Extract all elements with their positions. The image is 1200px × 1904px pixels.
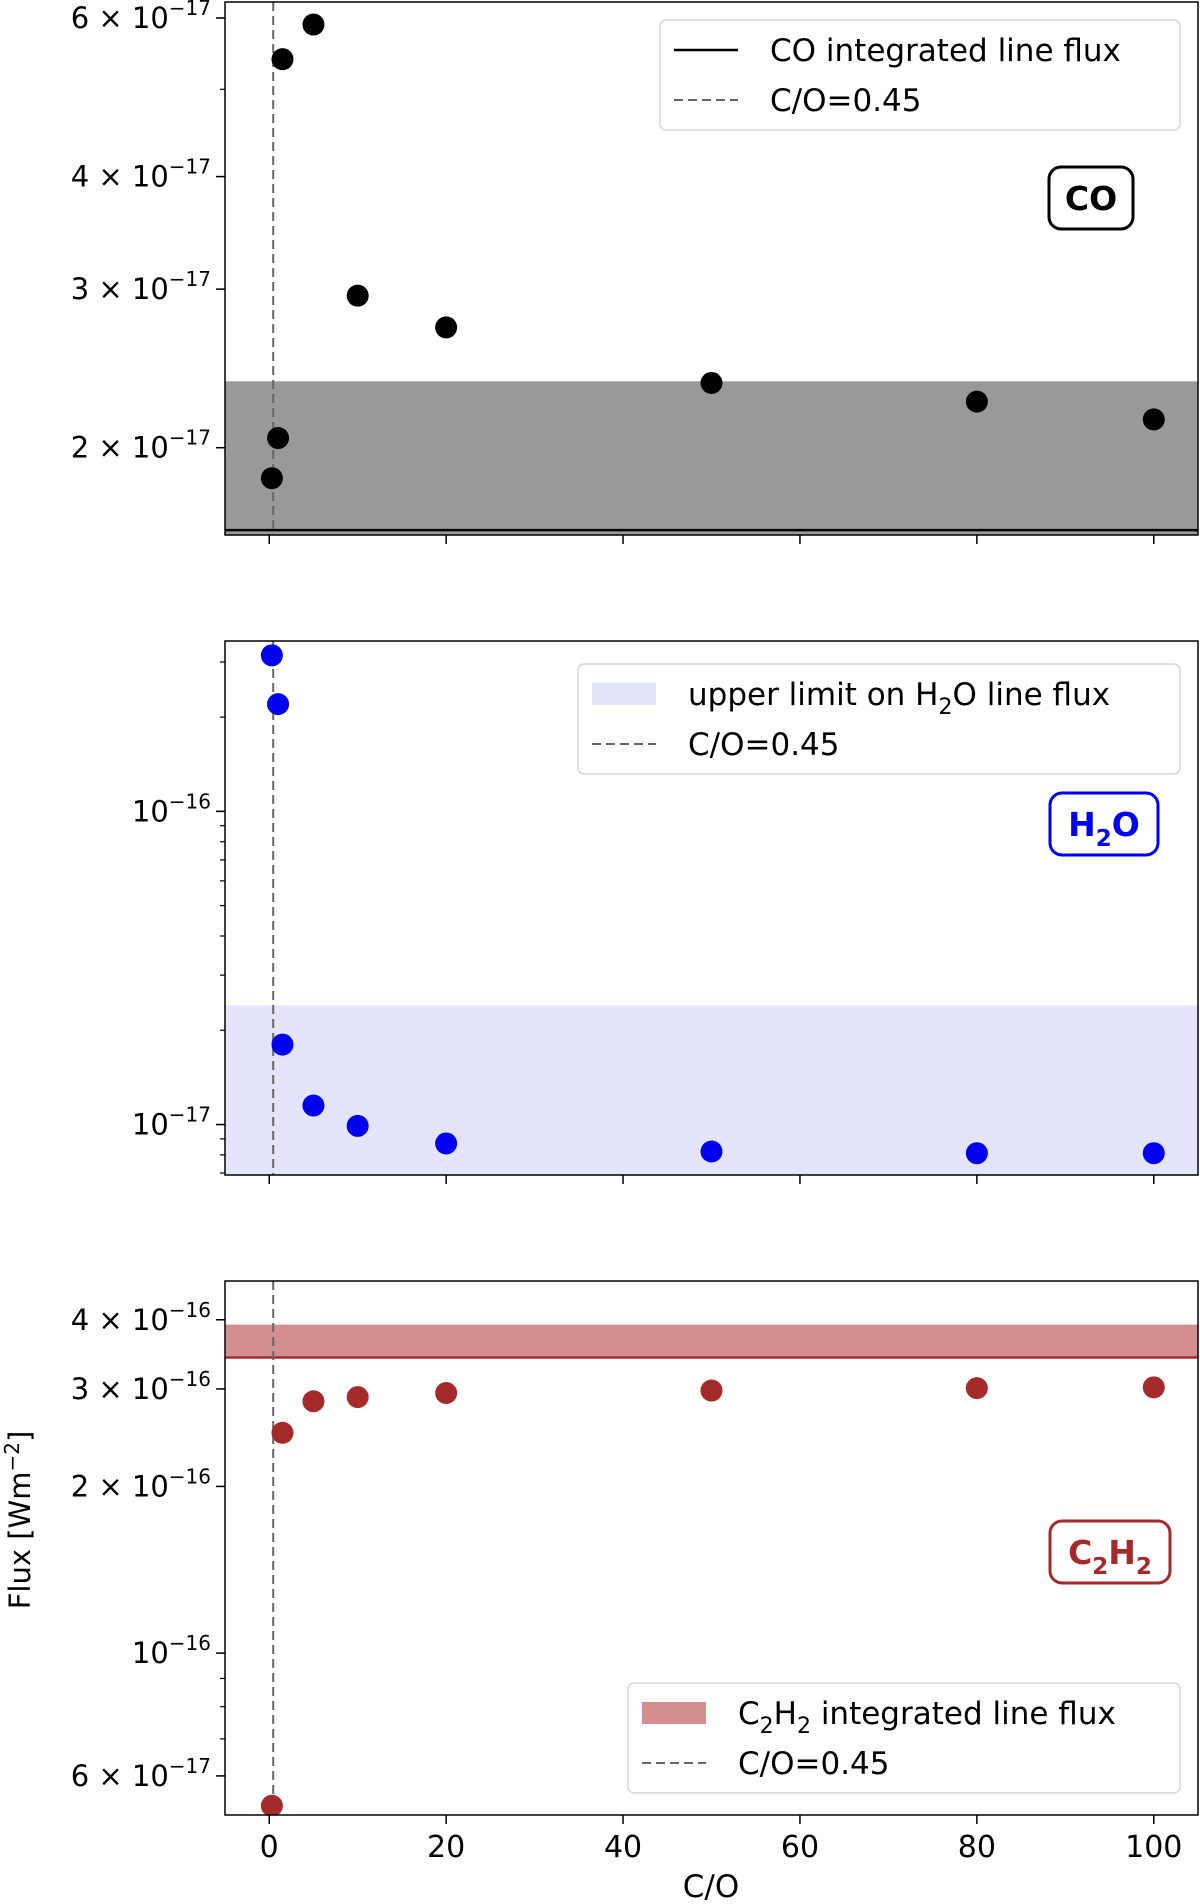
c2h2-data-point xyxy=(271,1421,294,1444)
h2o-data-point xyxy=(435,1132,458,1155)
c2h2-data-point xyxy=(700,1379,723,1402)
co-panel: 2 × 10−17 3 × 10−17 4 × 10−17 6 × 10−17 CO CO… xyxy=(71,0,1199,544)
h2o-legend-swatch-patch xyxy=(592,683,656,705)
c2h2-data-point xyxy=(1142,1376,1165,1399)
h2o-y-tick-label: 10−16 xyxy=(132,789,211,828)
y-axis-label: Flux [Wm−2] xyxy=(0,1431,37,1610)
co-data-point xyxy=(267,427,290,450)
y-axis-label-close: ] xyxy=(3,1431,37,1442)
x-axis-label: C/O xyxy=(683,1869,740,1904)
c2h2-y-tick-label: 6 × 10−17 xyxy=(71,1754,211,1793)
y-axis-label-main: Flux [Wm xyxy=(3,1472,37,1610)
c2h2-x-tick-label: 20 xyxy=(427,1830,465,1865)
c2h2-y-tick-label: 3 × 10−16 xyxy=(71,1367,211,1406)
c2h2-legend-label: C2H2 integrated line flux xyxy=(738,1696,1116,1739)
h2o-legend-label: upper limit on H2O line flux xyxy=(688,677,1110,720)
h2o-data-point xyxy=(700,1140,723,1163)
co-data-point xyxy=(302,13,325,36)
h2o-data-point xyxy=(267,693,290,716)
c2h2-data-point xyxy=(435,1381,458,1404)
c2h2-x-tick-label: 80 xyxy=(958,1830,996,1865)
co-legend: CO integrated line flux C/O=0.45 xyxy=(659,19,1181,131)
h2o-legend: upper limit on H2O line flux C/O=0.45 xyxy=(577,663,1181,775)
c2h2-y-tick-label: 10−16 xyxy=(132,1631,211,1670)
h2o-axes-frame xyxy=(224,640,1199,1176)
c2h2-species-badge: C2H2 xyxy=(1048,1519,1172,1585)
co-species-badge: CO xyxy=(1047,165,1135,231)
c2h2-data-point xyxy=(965,1377,988,1400)
c2h2-y-tick-label: 4 × 10−16 xyxy=(71,1298,211,1337)
c2h2-legend-label: C/O=0.45 xyxy=(738,1746,890,1782)
y-axis-label-exponent: −2 xyxy=(0,1442,24,1471)
c2h2-x-tick-label: 60 xyxy=(781,1830,819,1865)
c2h2-data-point xyxy=(346,1386,369,1409)
co-y-tick-label: 2 × 10−17 xyxy=(71,426,211,465)
co-legend-label: CO integrated line flux xyxy=(770,33,1121,69)
c2h2-panel: 0 20 40 60 80 100 6 × 10−17 10−16 2 × 10−16 3 × 1… xyxy=(71,1280,1199,1865)
c2h2-species-badge-label: C2H2 xyxy=(1068,1533,1152,1580)
co-axes-frame xyxy=(224,1,1199,536)
co-data-point xyxy=(1142,408,1165,431)
h2o-legend-label: C/O=0.45 xyxy=(688,727,840,763)
co-flux-band xyxy=(225,381,1198,535)
co-plot-area xyxy=(225,2,1198,535)
c2h2-x-tick-label: 100 xyxy=(1125,1830,1182,1865)
h2o-species-badge-label: H2O xyxy=(1068,805,1140,852)
co-species-badge-label: CO xyxy=(1065,179,1117,218)
c2h2-data-point xyxy=(302,1390,325,1413)
c2h2-legend: C2H2 integrated line flux C/O=0.45 xyxy=(627,1682,1181,1794)
co-data-point xyxy=(260,467,283,490)
c2h2-flux-band xyxy=(225,1324,1198,1358)
c2h2-plot-area xyxy=(225,1281,1198,1815)
co-legend-label: C/O=0.45 xyxy=(770,83,922,119)
h2o-y-tick-label: 10−17 xyxy=(132,1103,211,1142)
h2o-data-point xyxy=(271,1033,294,1056)
co-y-tick-label: 6 × 10−17 xyxy=(71,0,211,35)
h2o-data-point xyxy=(965,1142,988,1165)
co-data-point xyxy=(435,316,458,339)
c2h2-y-tick-label: 2 × 10−16 xyxy=(71,1464,211,1503)
h2o-plot-area xyxy=(225,641,1198,1175)
co-y-tick-label: 3 × 10−17 xyxy=(71,267,211,306)
co-data-point xyxy=(700,371,723,394)
c2h2-legend-swatch-patch xyxy=(642,1702,706,1724)
c2h2-data-point xyxy=(260,1794,283,1815)
h2o-data-point xyxy=(260,644,283,667)
co-data-point xyxy=(346,284,369,307)
h2o-data-point xyxy=(346,1114,369,1137)
h2o-panel: 10−17 10−16 H2O upper limit on H2O line flu… xyxy=(132,640,1199,1184)
co-data-point xyxy=(271,48,294,71)
h2o-species-badge: H2O xyxy=(1048,791,1160,857)
co-data-point xyxy=(965,390,988,413)
co-y-tick-label: 4 × 10−17 xyxy=(71,155,211,194)
h2o-data-point xyxy=(1142,1142,1165,1165)
c2h2-axes-frame xyxy=(224,1280,1199,1816)
h2o-data-point xyxy=(302,1094,325,1117)
c2h2-x-tick-label: 0 xyxy=(260,1830,279,1865)
c2h2-x-tick-label: 40 xyxy=(604,1830,642,1865)
